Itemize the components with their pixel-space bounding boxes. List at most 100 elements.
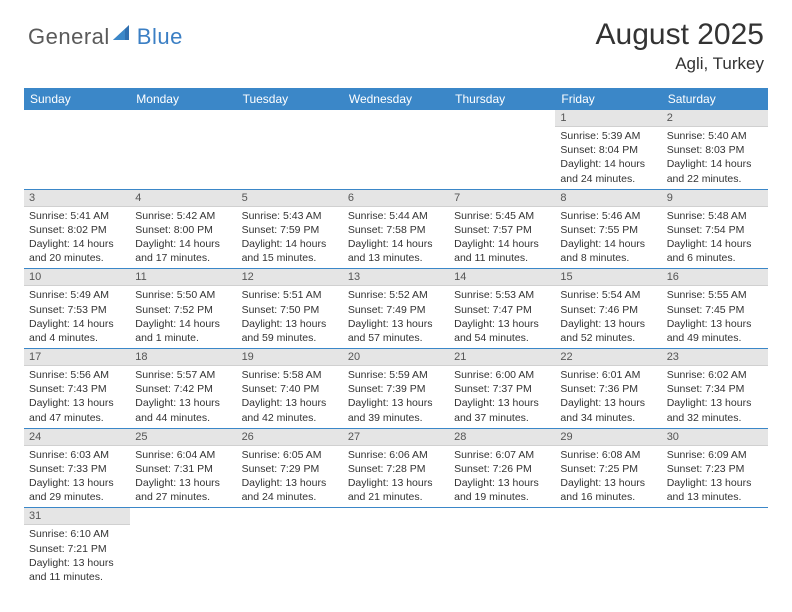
day-cell: 4Sunrise: 5:42 AMSunset: 8:00 PMDaylight… [130, 189, 236, 269]
daylight-line: Daylight: 13 hours and 47 minutes. [29, 396, 125, 424]
sunset-line: Sunset: 7:39 PM [348, 382, 444, 396]
week-row: 17Sunrise: 5:56 AMSunset: 7:43 PMDayligh… [24, 349, 768, 429]
day-number: 16 [662, 269, 768, 286]
daylight-line: Daylight: 13 hours and 24 minutes. [242, 476, 338, 504]
sunset-line: Sunset: 7:59 PM [242, 223, 338, 237]
day-cell: 28Sunrise: 6:07 AMSunset: 7:26 PMDayligh… [449, 428, 555, 508]
day-number: 27 [343, 429, 449, 446]
daylight-line: Daylight: 14 hours and 24 minutes. [560, 157, 656, 185]
week-row: 10Sunrise: 5:49 AMSunset: 7:53 PMDayligh… [24, 269, 768, 349]
sunrise-line: Sunrise: 6:02 AM [667, 368, 763, 382]
brand-part2: Blue [137, 24, 183, 50]
day-content: Sunrise: 5:53 AMSunset: 7:47 PMDaylight:… [449, 286, 555, 348]
day-header-row: SundayMondayTuesdayWednesdayThursdayFrid… [24, 88, 768, 110]
sunset-line: Sunset: 7:49 PM [348, 303, 444, 317]
day-header: Tuesday [237, 88, 343, 110]
sunset-line: Sunset: 7:43 PM [29, 382, 125, 396]
sunset-line: Sunset: 8:03 PM [667, 143, 763, 157]
sunset-line: Sunset: 7:46 PM [560, 303, 656, 317]
location: Agli, Turkey [596, 54, 764, 74]
daylight-line: Daylight: 14 hours and 6 minutes. [667, 237, 763, 265]
week-row: 24Sunrise: 6:03 AMSunset: 7:33 PMDayligh… [24, 428, 768, 508]
sunset-line: Sunset: 7:58 PM [348, 223, 444, 237]
daylight-line: Daylight: 13 hours and 54 minutes. [454, 317, 550, 345]
day-content: Sunrise: 6:04 AMSunset: 7:31 PMDaylight:… [130, 446, 236, 508]
sunset-line: Sunset: 7:57 PM [454, 223, 550, 237]
day-number: 21 [449, 349, 555, 366]
day-cell: 9Sunrise: 5:48 AMSunset: 7:54 PMDaylight… [662, 189, 768, 269]
day-number: 20 [343, 349, 449, 366]
daylight-line: Daylight: 14 hours and 22 minutes. [667, 157, 763, 185]
sunrise-line: Sunrise: 6:01 AM [560, 368, 656, 382]
daylight-line: Daylight: 13 hours and 32 minutes. [667, 396, 763, 424]
day-header: Monday [130, 88, 236, 110]
day-cell [449, 508, 555, 587]
day-cell [130, 508, 236, 587]
calendar-body: 1Sunrise: 5:39 AMSunset: 8:04 PMDaylight… [24, 110, 768, 587]
sunset-line: Sunset: 7:52 PM [135, 303, 231, 317]
day-cell [555, 508, 661, 587]
day-cell [237, 508, 343, 587]
sunrise-line: Sunrise: 5:45 AM [454, 209, 550, 223]
day-number: 25 [130, 429, 236, 446]
day-cell: 8Sunrise: 5:46 AMSunset: 7:55 PMDaylight… [555, 189, 661, 269]
daylight-line: Daylight: 13 hours and 52 minutes. [560, 317, 656, 345]
day-content: Sunrise: 6:06 AMSunset: 7:28 PMDaylight:… [343, 446, 449, 508]
day-content: Sunrise: 6:01 AMSunset: 7:36 PMDaylight:… [555, 366, 661, 428]
daylight-line: Daylight: 14 hours and 20 minutes. [29, 237, 125, 265]
day-number: 12 [237, 269, 343, 286]
daylight-line: Daylight: 13 hours and 39 minutes. [348, 396, 444, 424]
day-cell: 24Sunrise: 6:03 AMSunset: 7:33 PMDayligh… [24, 428, 130, 508]
sunrise-line: Sunrise: 6:06 AM [348, 448, 444, 462]
day-content: Sunrise: 5:57 AMSunset: 7:42 PMDaylight:… [130, 366, 236, 428]
day-number: 28 [449, 429, 555, 446]
day-content: Sunrise: 5:41 AMSunset: 8:02 PMDaylight:… [24, 207, 130, 269]
sunset-line: Sunset: 7:34 PM [667, 382, 763, 396]
day-number: 8 [555, 190, 661, 207]
day-cell: 13Sunrise: 5:52 AMSunset: 7:49 PMDayligh… [343, 269, 449, 349]
sunset-line: Sunset: 7:31 PM [135, 462, 231, 476]
day-number: 24 [24, 429, 130, 446]
day-cell [343, 508, 449, 587]
day-number: 4 [130, 190, 236, 207]
day-cell [343, 110, 449, 189]
daylight-line: Daylight: 13 hours and 44 minutes. [135, 396, 231, 424]
sunset-line: Sunset: 7:26 PM [454, 462, 550, 476]
daylight-line: Daylight: 14 hours and 4 minutes. [29, 317, 125, 345]
sunrise-line: Sunrise: 5:39 AM [560, 129, 656, 143]
daylight-line: Daylight: 13 hours and 19 minutes. [454, 476, 550, 504]
sunset-line: Sunset: 7:50 PM [242, 303, 338, 317]
sunset-line: Sunset: 7:33 PM [29, 462, 125, 476]
day-content: Sunrise: 5:55 AMSunset: 7:45 PMDaylight:… [662, 286, 768, 348]
sunset-line: Sunset: 7:37 PM [454, 382, 550, 396]
sunset-line: Sunset: 7:23 PM [667, 462, 763, 476]
day-number: 14 [449, 269, 555, 286]
daylight-line: Daylight: 13 hours and 34 minutes. [560, 396, 656, 424]
title-block: August 2025 Agli, Turkey [596, 18, 764, 74]
day-number: 5 [237, 190, 343, 207]
daylight-line: Daylight: 13 hours and 42 minutes. [242, 396, 338, 424]
day-number: 29 [555, 429, 661, 446]
page-title: August 2025 [596, 18, 764, 52]
calendar-table: SundayMondayTuesdayWednesdayThursdayFrid… [24, 88, 768, 587]
day-cell: 22Sunrise: 6:01 AMSunset: 7:36 PMDayligh… [555, 349, 661, 429]
sail-icon [113, 25, 135, 43]
day-number: 18 [130, 349, 236, 366]
sunset-line: Sunset: 7:28 PM [348, 462, 444, 476]
daylight-line: Daylight: 14 hours and 17 minutes. [135, 237, 231, 265]
day-cell: 14Sunrise: 5:53 AMSunset: 7:47 PMDayligh… [449, 269, 555, 349]
daylight-line: Daylight: 13 hours and 49 minutes. [667, 317, 763, 345]
week-row: 31Sunrise: 6:10 AMSunset: 7:21 PMDayligh… [24, 508, 768, 587]
day-content: Sunrise: 5:39 AMSunset: 8:04 PMDaylight:… [555, 127, 661, 189]
header: General Blue August 2025 Agli, Turkey [0, 0, 792, 80]
day-number: 3 [24, 190, 130, 207]
day-header: Thursday [449, 88, 555, 110]
day-header: Friday [555, 88, 661, 110]
daylight-line: Daylight: 14 hours and 13 minutes. [348, 237, 444, 265]
day-cell: 5Sunrise: 5:43 AMSunset: 7:59 PMDaylight… [237, 189, 343, 269]
brand-logo: General Blue [28, 24, 183, 50]
sunrise-line: Sunrise: 5:55 AM [667, 288, 763, 302]
day-content: Sunrise: 5:54 AMSunset: 7:46 PMDaylight:… [555, 286, 661, 348]
sunrise-line: Sunrise: 5:54 AM [560, 288, 656, 302]
daylight-line: Daylight: 13 hours and 13 minutes. [667, 476, 763, 504]
